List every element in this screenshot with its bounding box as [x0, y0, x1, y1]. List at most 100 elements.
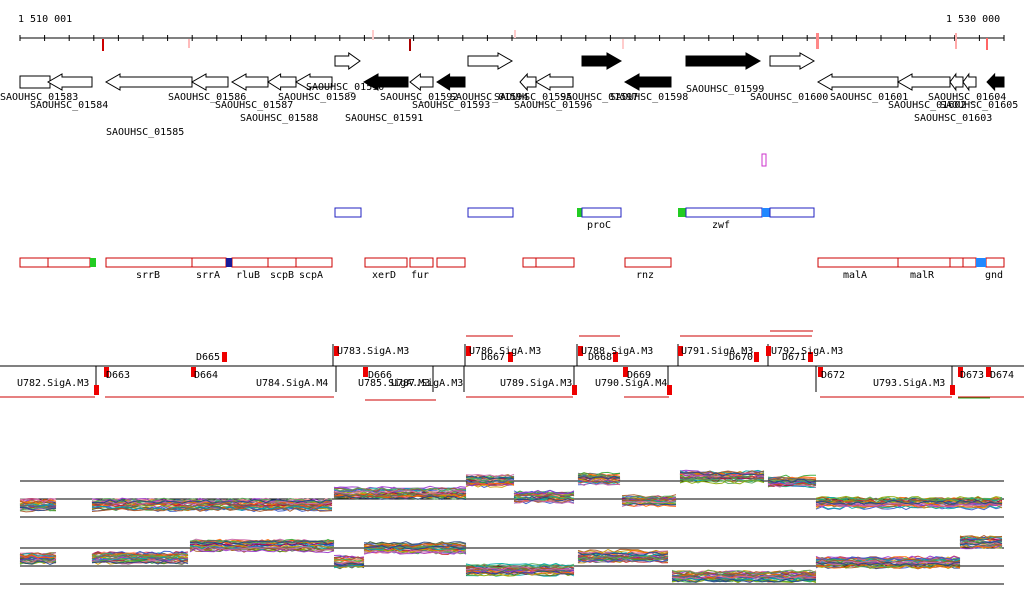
gene-arrow[interactable]: [46, 73, 93, 91]
operon-box: [436, 257, 466, 268]
gene-arrow[interactable]: [104, 73, 193, 91]
down-label: D674: [990, 370, 1014, 381]
expression-profile-line: [19, 471, 1003, 512]
gene-label: SAOUHSC_01592: [380, 92, 458, 103]
sigma-flag: [572, 385, 577, 395]
gene-arrow[interactable]: [362, 73, 409, 91]
operon-gene-label: scpA: [299, 270, 323, 281]
down-label: D663: [106, 370, 130, 381]
uorf-box[interactable]: [334, 207, 362, 218]
uorf-box[interactable]: [769, 207, 815, 218]
operon-box: [522, 257, 537, 268]
gene-label: SAOUHSC_01599: [686, 84, 764, 95]
gene-label: SAOUHSC_01588: [240, 113, 318, 124]
terminator-marker: [226, 258, 232, 267]
uorf-label-zwf: zwf: [712, 220, 730, 231]
sigma-flag: [678, 346, 683, 356]
sigma-flag: [808, 352, 813, 362]
ruler-end-label: 1 530 000: [946, 14, 1000, 25]
gene-arrow[interactable]: [581, 52, 623, 70]
gene-arrow[interactable]: [949, 72, 964, 92]
operon-box: [364, 257, 408, 268]
terminator-marker: [976, 258, 986, 267]
down-label: D669: [627, 370, 651, 381]
sigma-flag: [950, 385, 955, 395]
expression-profile-line: [19, 541, 1003, 580]
operon-gene-label: srrB: [136, 270, 160, 281]
sigma-label: U787.SigA.M3: [391, 378, 463, 389]
sigma-flag: [818, 367, 823, 377]
sigma-track: U783.SigA.M3 U786.SigA.M3 U788.SigA.M3 U791…: [0, 330, 1024, 401]
gene-arrow[interactable]: [685, 52, 762, 70]
ruler-marker: [955, 33, 957, 49]
uorf-box-proc[interactable]: [581, 207, 622, 218]
gene-label: SAOUHSC_01591: [345, 113, 423, 124]
gene-label: SAOUHSC_01600: [750, 92, 828, 103]
operon-box: [409, 257, 434, 268]
uorf-box-zwf[interactable]: [685, 207, 763, 218]
gene-arrow[interactable]: [623, 73, 672, 91]
gene-arrow[interactable]: [267, 73, 297, 91]
magenta-marker: [761, 153, 767, 167]
sigma-label: U784.SigA.M4: [256, 378, 328, 389]
gene-label: SAOUHSC_01587: [215, 100, 293, 111]
gene-label: SAOUHSC_01604: [928, 92, 1006, 103]
ruler-marker: [986, 38, 988, 50]
sigma-label: U789.SigA.M3: [500, 378, 572, 389]
gene-arrow[interactable]: [436, 73, 466, 91]
operon-box: [962, 257, 977, 268]
operon-box: [624, 257, 672, 268]
gene-label: SAOUHSC_01596: [514, 100, 592, 111]
sigma-flag: [613, 352, 618, 362]
gene-label: SAOUHSC_01601: [830, 92, 908, 103]
expression-track-2: [19, 534, 1004, 585]
gene-arrow[interactable]: [190, 73, 229, 91]
sigma-label: U783.SigA.M3: [337, 346, 409, 357]
gene-label: SAOUHSC_01603: [914, 113, 992, 124]
gene-label: SAOUHSC_01584: [30, 100, 108, 111]
operon-box: [295, 257, 333, 268]
ruler-marker: [188, 39, 190, 48]
operon-gene-label: rluB: [236, 270, 260, 281]
gene-label: SAOUHSC_01594: [450, 92, 528, 103]
gene-arrow[interactable]: [896, 73, 951, 91]
ruler-marker: [409, 39, 411, 51]
gene-arrow[interactable]: [409, 72, 434, 92]
down-label: D673: [960, 370, 984, 381]
gene-arrow[interactable]: [519, 72, 537, 92]
gene-arrow[interactable]: [230, 73, 269, 91]
gene-arrow[interactable]: [294, 73, 333, 91]
sigma-flag: [986, 367, 991, 377]
promoter-marker: [577, 208, 582, 217]
gene-arrow[interactable]: [962, 72, 977, 92]
uorf-box[interactable]: [467, 207, 514, 218]
gene-label: SAOUHSC_01597: [560, 92, 638, 103]
gene-label: SAOUHSC_01589: [278, 92, 356, 103]
operon-gene-label: rnz: [636, 270, 654, 281]
operon-box: [231, 257, 269, 268]
gene-arrow[interactable]: [769, 52, 816, 70]
operon-gene-label: scpB: [270, 270, 294, 281]
expression-track-1: [19, 469, 1004, 518]
ruler-marker: [372, 30, 374, 40]
sigma-flag: [104, 367, 109, 377]
operon-gene-label: fur: [411, 270, 429, 281]
operon-box: [267, 257, 297, 268]
uorf-track: proC zwf: [334, 207, 815, 231]
sigma-flag: [766, 346, 771, 356]
operon-box: [19, 257, 49, 268]
gene-arrow[interactable]: [334, 52, 361, 70]
gene-arrow[interactable]: [816, 73, 899, 91]
sigma-label: U791.SigA.M3: [681, 346, 753, 357]
operon-box: [105, 257, 193, 268]
sigma-flag: [222, 352, 227, 362]
gene-arrow[interactable]: [467, 52, 514, 70]
sigma-label: U790.SigA.M4: [595, 378, 667, 389]
gene-label: SAOUHSC_01605: [940, 100, 1018, 111]
sigma-label: U785.SigA.M3: [358, 378, 430, 389]
operon-box: [949, 257, 964, 268]
operon-box: [817, 257, 899, 268]
gene-arrow[interactable]: [534, 73, 574, 91]
gene-arrow[interactable]: [986, 72, 1005, 92]
